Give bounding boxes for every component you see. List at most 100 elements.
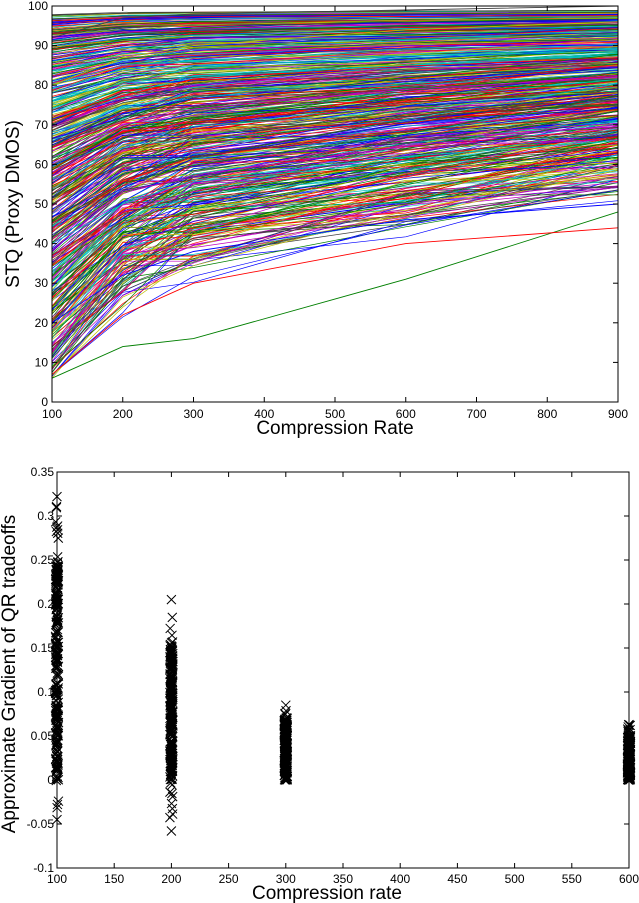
stq-curve	[51, 105, 619, 201]
stq-curve	[51, 32, 619, 61]
stq-curve	[51, 43, 619, 79]
stq-curve	[51, 47, 619, 93]
stq-x-tick-label: 200	[113, 407, 133, 421]
gradient-point	[280, 714, 290, 725]
stq-curve	[51, 114, 619, 226]
stq-curve	[51, 123, 619, 236]
gradient-point	[166, 659, 177, 670]
stq-curve	[51, 60, 619, 111]
gradient-point	[167, 612, 178, 623]
stq-x-tick-label: 400	[254, 407, 274, 421]
stq-y-tick-label: 100	[28, 0, 48, 13]
stq-curve	[51, 176, 619, 344]
gradient-point	[165, 750, 175, 760]
stq-curve	[51, 92, 619, 212]
stq-curve	[51, 189, 619, 375]
gradient-y-tick-label: 0.35	[31, 465, 55, 479]
gradient-y-tick-label: -0.05	[27, 817, 55, 831]
stq-curve	[51, 160, 619, 325]
stq-curve	[51, 92, 619, 171]
gradient-point	[52, 735, 63, 745]
stq-curve	[51, 39, 619, 75]
gradient-point	[166, 826, 177, 836]
stq-series-mid-high	[51, 76, 619, 165]
stq-curve	[51, 62, 619, 119]
stq-x-tick-label: 100	[42, 407, 62, 421]
stq-curve	[51, 124, 619, 239]
stq-curve	[51, 120, 619, 282]
stq-curve	[51, 125, 619, 251]
stq-curve	[51, 11, 619, 20]
gradient-point	[166, 671, 176, 682]
stq-line-chart: 100 200 300 400 500 600 700 800 900 0 10 20 30 40 50 60…	[3, 0, 628, 439]
gradient-point	[50, 687, 61, 698]
gradient-point	[167, 645, 177, 656]
stq-curve	[51, 186, 619, 348]
stq-curve	[51, 18, 619, 33]
gradient-point	[281, 729, 292, 740]
gradient-point	[52, 727, 63, 737]
gradient-x-tick-label: 350	[333, 872, 353, 886]
gradient-point	[165, 777, 176, 788]
gradient-point	[279, 716, 290, 727]
gradient-point	[52, 763, 63, 774]
stq-curve	[51, 62, 619, 126]
gradient-x-tick-label: 200	[161, 872, 181, 886]
stq-curve	[51, 13, 619, 23]
stq-y-tick-label: 90	[35, 39, 49, 53]
gradient-point	[625, 773, 635, 784]
gradient-y-tick-label: 0.25	[31, 553, 55, 567]
gradient-point	[165, 623, 176, 634]
gradient-y-tick-label: 0.05	[31, 729, 55, 743]
gradient-point	[167, 809, 178, 819]
stq-curve	[51, 122, 619, 258]
stq-curve	[51, 161, 619, 332]
stq-curve	[51, 105, 619, 195]
stq-curve	[51, 145, 619, 299]
gradient-point	[281, 716, 291, 727]
gradient-point	[53, 717, 64, 728]
stq-curve	[51, 129, 619, 257]
stq-curve	[51, 50, 619, 99]
stq-curve	[51, 139, 619, 278]
stq-curve	[51, 142, 619, 266]
stq-curve	[51, 17, 619, 32]
stq-curve	[51, 138, 619, 294]
gradient-point	[280, 775, 291, 785]
stq-curve	[51, 92, 619, 187]
gradient-y-tick-label: 0.2	[37, 597, 54, 611]
stq-curve	[51, 193, 619, 369]
gradient-x-tick-label: 500	[505, 872, 525, 886]
stq-curve	[51, 57, 619, 111]
stq-curve	[51, 182, 619, 345]
stq-y-tick-label: 30	[35, 276, 49, 290]
gradient-x-tick-label: 250	[219, 872, 239, 886]
stq-curve	[51, 46, 619, 105]
stq-curve	[51, 46, 619, 99]
gradient-point	[167, 707, 178, 718]
gradient-point	[51, 501, 62, 512]
stq-series-lowest	[51, 211, 619, 379]
stq-curve	[51, 186, 619, 347]
stq-series-high	[51, 21, 619, 86]
gradient-point	[165, 772, 175, 782]
stq-curve	[51, 71, 619, 167]
gradient-x-tick-label: 450	[447, 872, 467, 886]
gradient-y-tick-label: -0.1	[33, 861, 54, 875]
gradient-point	[280, 719, 291, 730]
stq-curve	[51, 84, 619, 182]
stq-curve	[51, 54, 619, 105]
stq-curve	[51, 99, 619, 206]
stq-curve	[51, 75, 619, 166]
gradient-point	[52, 614, 63, 625]
stq-curve	[51, 194, 618, 367]
stq-curve	[51, 128, 619, 288]
gradient-x-tick-label: 150	[104, 872, 124, 886]
stq-curve	[51, 16, 619, 31]
stq-curve	[51, 135, 619, 264]
stq-curve	[51, 91, 619, 171]
gradient-point	[52, 594, 63, 605]
gradient-x-axis-label: Compression rate	[252, 883, 402, 903]
stq-y-tick-label: 0	[41, 395, 48, 409]
gradient-point	[53, 533, 64, 543]
